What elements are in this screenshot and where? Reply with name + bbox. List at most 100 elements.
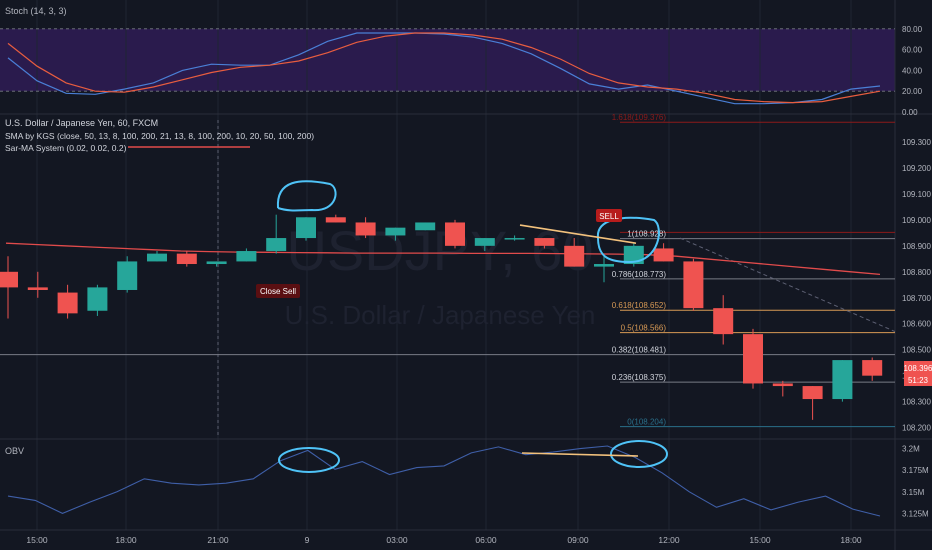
candle-body: [87, 287, 108, 311]
candle-body: [653, 248, 674, 262]
sma-label: SMA by KGS (close, 50, 13, 8, 100, 200, …: [5, 131, 314, 141]
highlight-circle: [276, 180, 337, 212]
time-axis[interactable]: 15:00 18:00 21:00 9 03:00 06:00 09:00 12:00 15:0…: [26, 535, 862, 545]
stoch-title: Stoch (14, 3, 3): [5, 6, 67, 16]
candle-body: [206, 261, 227, 265]
candle-body: [772, 383, 793, 387]
price-tick-label: 109.200: [902, 164, 931, 173]
time-tick-label: 12:00: [658, 535, 680, 545]
candle-body: [325, 217, 346, 223]
time-tick-label: 03:00: [386, 535, 408, 545]
price-tick-label: 109.100: [902, 190, 931, 199]
sar-label: Sar-MA System (0.02, 0.02, 0.2): [5, 143, 127, 153]
price-tick-label: 108.600: [902, 320, 931, 329]
candle-body: [57, 292, 78, 314]
candle-body: [683, 261, 704, 309]
time-tick-label: 18:00: [115, 535, 137, 545]
candle-body: [504, 238, 525, 240]
fib-level-label: 0.618(108.652): [612, 301, 667, 310]
candle-body: [415, 222, 436, 231]
stoch-tick-label: 60.00: [902, 46, 923, 55]
stoch-line-d: [7, 32, 881, 104]
sell-label: SELL: [599, 212, 619, 221]
candle-body: [355, 222, 376, 236]
sma-line: [5, 242, 881, 276]
candle-body: [27, 287, 48, 290]
candle-body: [743, 334, 763, 384]
obv-tick-label: 3.15M: [902, 488, 925, 497]
price-tick-label: 108.200: [902, 424, 931, 433]
stoch-tick-label: 0.00: [902, 108, 918, 117]
candle-body: [594, 264, 614, 267]
obv-pane: [7, 445, 881, 517]
stoch-band: [0, 28, 895, 92]
candle-body: [236, 251, 257, 262]
price-tick-label: 108.500: [902, 346, 931, 355]
price-axis[interactable]: 80.00 60.00 40.00 20.00 0.00 109.300 109.200 10…: [902, 25, 931, 519]
timer-tag-value: 51:23: [908, 376, 929, 385]
time-tick-label: 15:00: [26, 535, 48, 545]
price-tick-label: 109.000: [902, 216, 931, 225]
main-title: U.S. Dollar / Japanese Yen, 60, FXCM: [5, 118, 158, 128]
fib-level-label: 0.382(108.481): [612, 346, 667, 355]
time-tick-label: 15:00: [749, 535, 771, 545]
price-tick-label: 108.900: [902, 242, 931, 251]
stoch-tick-label: 40.00: [902, 66, 923, 75]
stoch-pane: [7, 32, 881, 105]
obv-tick-label: 3.125M: [902, 509, 929, 518]
fib-level-label: 0.236(108.375): [612, 373, 667, 382]
candle-body: [832, 360, 853, 400]
obv-title: OBV: [5, 446, 24, 456]
obv-line: [7, 445, 881, 517]
candles: [0, 214, 883, 420]
price-tick-label: 109.300: [902, 138, 931, 147]
time-tick-label: 18:00: [840, 535, 862, 545]
trendline-price: [519, 224, 637, 245]
watermark: USDJPY, 60 U.S. Dollar / Japanese Yen: [285, 219, 596, 330]
candle-body: [445, 222, 465, 246]
price-tick-label: 108.700: [902, 294, 931, 303]
candle-body: [147, 253, 167, 262]
candle-body: [0, 271, 18, 288]
fib-level-label: 1(108.928): [627, 230, 666, 239]
close-sell-label: Close Sell: [260, 287, 296, 296]
fib-level-label: 1.618(109.376): [612, 113, 667, 122]
obv-tick-label: 3.175M: [902, 466, 929, 475]
trendline-obv: [521, 452, 639, 457]
stoch-line-k: [7, 32, 881, 105]
close-sell-tag: Close Sell: [256, 284, 300, 298]
candle-body: [802, 386, 823, 400]
fib-level-label: 0.5(108.566): [621, 324, 667, 333]
price-pane: [5, 146, 881, 276]
price-tick-label: 108.300: [902, 398, 931, 407]
candle-body: [564, 245, 585, 267]
highlight-circle: [610, 440, 668, 468]
price-tick-label: 108.800: [902, 268, 931, 277]
time-tick-label: 06:00: [475, 535, 497, 545]
watermark-name: U.S. Dollar / Japanese Yen: [285, 300, 596, 330]
stoch-tick-label: 80.00: [902, 25, 923, 34]
annotations: [276, 180, 668, 473]
fib-level-label: 0(108.204): [627, 418, 666, 427]
stoch-tick-label: 20.00: [902, 87, 923, 96]
candle-body: [117, 261, 138, 290]
candle-body: [623, 245, 644, 265]
candle-body: [176, 253, 197, 265]
time-tick-label: 09:00: [567, 535, 589, 545]
candle-body: [266, 238, 287, 252]
candle-body: [474, 238, 495, 246]
candle-body: [862, 360, 883, 376]
highlight-circle: [278, 447, 340, 473]
candle-body: [385, 227, 406, 236]
candle-body: [534, 238, 555, 246]
price-tag: 108.396 51:23: [904, 361, 932, 386]
time-tick-label: 21:00: [207, 535, 229, 545]
price-tag-value: 108.396: [904, 364, 932, 373]
watermark-symbol: USDJPY, 60: [286, 219, 593, 282]
fib-level-label: 0.786(108.773): [612, 270, 667, 279]
candle-body: [296, 217, 316, 239]
candle-body: [713, 308, 734, 335]
time-tick-label: 9: [305, 535, 310, 545]
